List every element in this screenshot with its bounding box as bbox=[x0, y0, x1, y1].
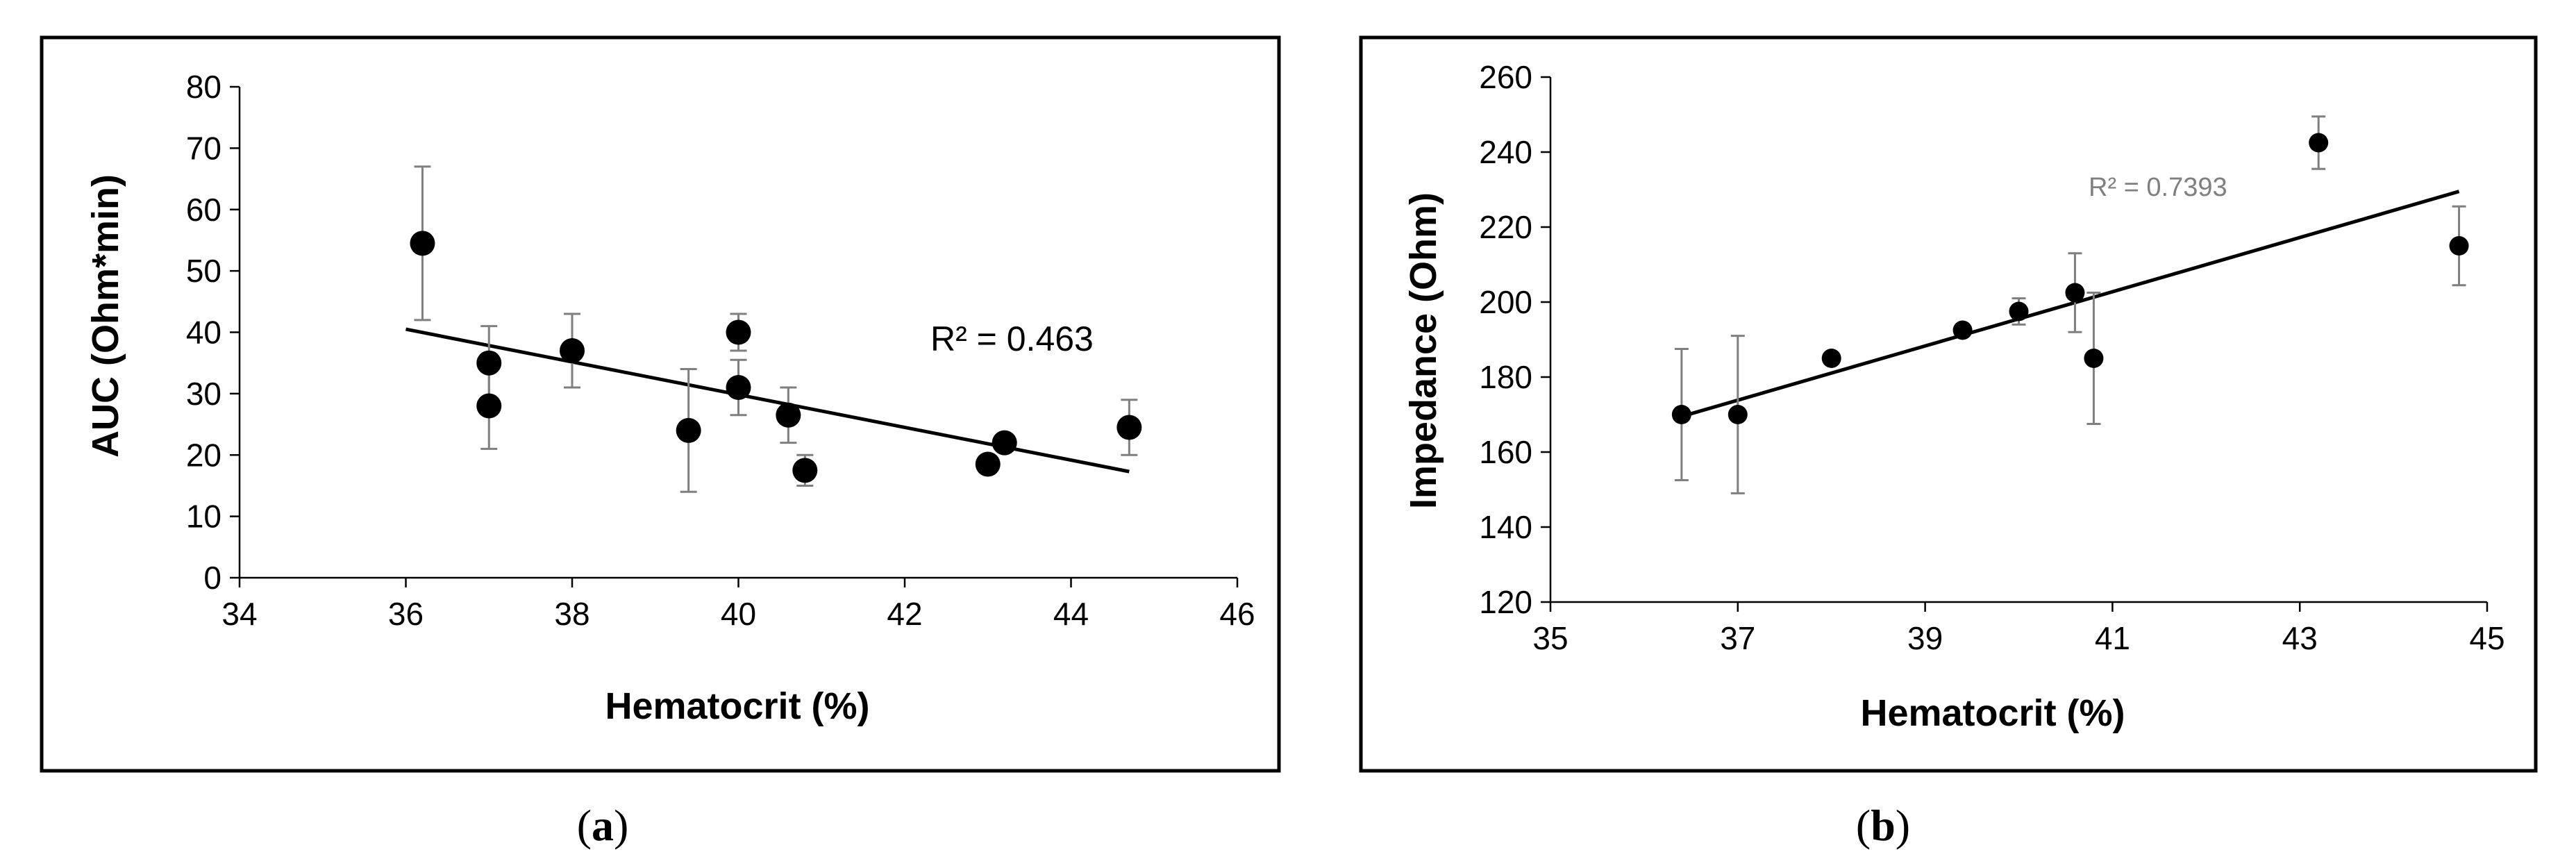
y-tick-label: 30 bbox=[186, 376, 221, 412]
data-point bbox=[2449, 236, 2469, 256]
y-tick-label: 80 bbox=[186, 69, 221, 105]
x-tick-label: 40 bbox=[721, 596, 756, 632]
r-squared-b: R² = 0.7393 bbox=[2089, 173, 2227, 202]
data-point bbox=[2084, 349, 2104, 368]
y-tick-label: 10 bbox=[186, 499, 221, 535]
data-point bbox=[975, 451, 1001, 477]
data-point bbox=[1671, 405, 1691, 424]
ticks-a: 34 36 38 40 42 44 46 0 10 20 30 40 50 60 70 80 bbox=[186, 69, 1255, 632]
y-tick-label: 140 bbox=[1479, 509, 1532, 545]
y-tick-label: 220 bbox=[1479, 209, 1532, 245]
panel-label-b: (b) bbox=[1856, 801, 1910, 850]
x-tick-label: 45 bbox=[2469, 620, 2504, 656]
y-tick-label: 260 bbox=[1479, 59, 1532, 95]
data-point bbox=[776, 402, 801, 428]
data-point bbox=[726, 319, 751, 345]
x-tick-label: 39 bbox=[1907, 620, 1943, 656]
y-tick-label: 180 bbox=[1479, 359, 1532, 395]
chart-panel-b: 35 37 39 41 43 45 120 140 160 180 200 220 240 260 Hem… bbox=[1359, 35, 2538, 773]
data-point bbox=[992, 430, 1017, 456]
x-tick-label: 34 bbox=[221, 596, 257, 632]
chart-frame-b bbox=[1359, 35, 2538, 773]
data-point bbox=[410, 231, 435, 256]
y-tick-label: 160 bbox=[1479, 434, 1532, 470]
x-tick-label: 35 bbox=[1532, 620, 1568, 656]
trendline bbox=[1681, 190, 2460, 419]
chart-frame-a bbox=[40, 35, 1281, 773]
data-point bbox=[560, 338, 585, 364]
y-tick-label: 120 bbox=[1479, 584, 1532, 620]
y-tick-label: 60 bbox=[186, 192, 221, 228]
x-tick-label: 41 bbox=[2095, 620, 2130, 656]
panel-label-b-letter: b bbox=[1871, 801, 1896, 850]
panel-label-a: (a) bbox=[577, 801, 629, 850]
data-point bbox=[726, 375, 751, 401]
data-point bbox=[1116, 415, 1142, 440]
y-tick-label: 0 bbox=[203, 560, 221, 596]
panel-label-a-letter: a bbox=[592, 801, 614, 850]
data-point bbox=[676, 417, 701, 443]
data-point bbox=[1821, 349, 1841, 368]
y-axis-title-a: AUC (Ohm*min) bbox=[85, 174, 126, 458]
chart-panel-a: 34 36 38 40 42 44 46 0 10 20 30 40 50 60 70 80 Hematocr… bbox=[40, 35, 1281, 773]
data-point bbox=[476, 393, 502, 419]
r-squared-a: R² = 0.463 bbox=[930, 319, 1094, 358]
data-point bbox=[2009, 301, 2029, 322]
data-point bbox=[792, 458, 818, 483]
y-axis-title-b: Impedance (Ohm) bbox=[1403, 192, 1444, 509]
x-tick-label: 43 bbox=[2282, 620, 2318, 656]
x-axis-title-a: Hematocrit (%) bbox=[605, 685, 869, 727]
y-tick-label: 40 bbox=[186, 315, 221, 351]
y-tick-label: 20 bbox=[186, 437, 221, 473]
axes-b bbox=[1549, 77, 2487, 603]
x-tick-label: 42 bbox=[887, 596, 922, 632]
x-tick-label: 44 bbox=[1053, 596, 1089, 632]
data-point bbox=[1952, 320, 1973, 340]
y-tick-label: 50 bbox=[186, 253, 221, 289]
y-tick-label: 240 bbox=[1479, 134, 1532, 170]
y-tick-label: 70 bbox=[186, 130, 221, 166]
x-tick-label: 36 bbox=[388, 596, 424, 632]
x-axis-title-b: Hematocrit (%) bbox=[1860, 692, 2125, 734]
x-tick-label: 38 bbox=[554, 596, 589, 632]
data-points-b bbox=[1671, 133, 2469, 424]
data-point bbox=[2065, 283, 2085, 303]
trendline-b bbox=[1681, 190, 2460, 419]
data-point bbox=[1728, 405, 1748, 424]
data-point bbox=[2309, 133, 2329, 153]
ticks-b: 35 37 39 41 43 45 120 140 160 180 200 220 240 260 bbox=[1479, 59, 2504, 656]
data-points-a bbox=[410, 231, 1142, 483]
data-point bbox=[476, 350, 502, 376]
y-tick-label: 200 bbox=[1479, 284, 1532, 320]
x-tick-label: 37 bbox=[1720, 620, 1755, 656]
x-tick-label: 46 bbox=[1219, 596, 1255, 632]
